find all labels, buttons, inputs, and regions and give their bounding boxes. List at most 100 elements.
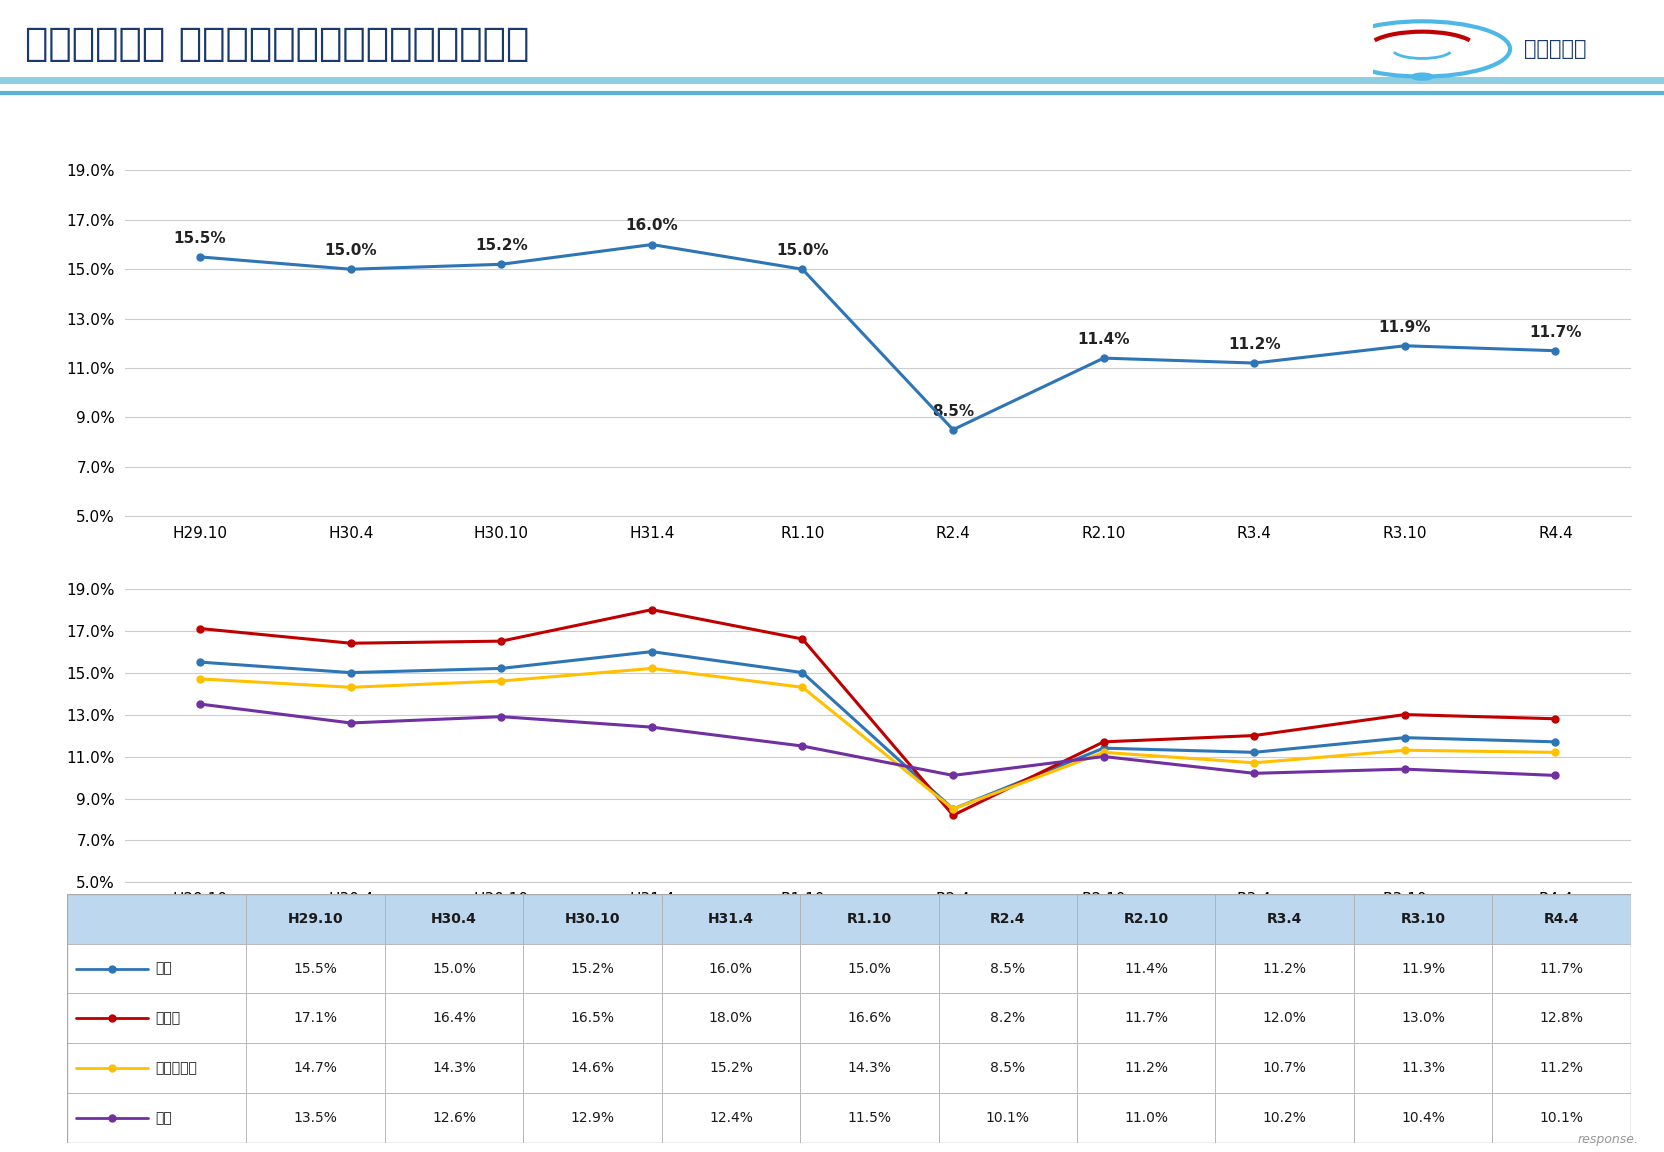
総計 <box>943 802 963 816</box>
Bar <box>662 1093 800 1143</box>
Text: 14.3%: 14.3% <box>433 1061 476 1075</box>
Bar <box>800 943 938 993</box>
都市部 <box>792 632 812 646</box>
Bar <box>67 1093 246 1143</box>
総計 <box>341 666 361 680</box>
Text: H29.10: H29.10 <box>288 912 343 926</box>
都市部近郊 <box>943 802 963 816</box>
Bar <box>1215 943 1354 993</box>
Text: 14.3%: 14.3% <box>847 1061 892 1075</box>
Text: R3.10: R3.10 <box>1401 912 1446 926</box>
Bar <box>938 993 1077 1044</box>
Bar <box>1354 993 1493 1044</box>
Text: 13.5%: 13.5% <box>295 1111 338 1124</box>
Text: H31.4: H31.4 <box>707 912 754 926</box>
Bar <box>938 1044 1077 1093</box>
都市部近郊 <box>491 674 511 688</box>
Bar <box>1354 1044 1493 1093</box>
Line: 都市部: 都市部 <box>196 606 1559 819</box>
Text: 10.2%: 10.2% <box>1263 1111 1306 1124</box>
Bar <box>1215 894 1354 943</box>
地方 <box>1245 766 1265 780</box>
Text: 11.7%: 11.7% <box>1539 962 1584 976</box>
総計 <box>1093 741 1113 755</box>
Bar <box>800 993 938 1044</box>
Bar <box>246 1093 384 1143</box>
Bar <box>384 943 522 993</box>
Bar <box>246 993 384 1044</box>
都市部 <box>190 622 210 636</box>
Text: 12.6%: 12.6% <box>433 1111 476 1124</box>
Bar <box>1215 1093 1354 1143</box>
都市部近郊 <box>341 681 361 695</box>
Text: 14.7%: 14.7% <box>295 1061 338 1075</box>
Circle shape <box>1411 74 1433 79</box>
Text: R2.10: R2.10 <box>1123 912 1168 926</box>
Bar <box>1493 993 1631 1044</box>
Text: 10.7%: 10.7% <box>1263 1061 1306 1075</box>
Text: 12.4%: 12.4% <box>709 1111 752 1124</box>
Bar <box>522 993 662 1044</box>
Bar <box>246 894 384 943</box>
総計 <box>1394 730 1414 744</box>
Text: R4.4: R4.4 <box>1544 912 1579 926</box>
Text: 15.0%: 15.0% <box>775 243 829 258</box>
Text: 10.4%: 10.4% <box>1401 1111 1444 1124</box>
Text: 13.0%: 13.0% <box>1401 1011 1444 1025</box>
Bar <box>800 1093 938 1143</box>
Line: 地方: 地方 <box>196 700 1559 779</box>
Bar <box>1493 1093 1631 1143</box>
Text: 実態調査に基づく再配達率の推移（総計）: 実態調査に基づく再配達率の推移（総計） <box>706 126 992 149</box>
Bar <box>1215 1044 1354 1093</box>
Text: 国土交通省: 国土交通省 <box>1524 39 1586 59</box>
Text: 15.5%: 15.5% <box>173 230 226 245</box>
Bar <box>1077 1093 1215 1143</box>
Text: 11.3%: 11.3% <box>1401 1061 1444 1075</box>
地方 <box>642 720 662 734</box>
Text: R1.10: R1.10 <box>847 912 892 926</box>
Text: 11.2%: 11.2% <box>1228 336 1281 351</box>
Text: 12.8%: 12.8% <box>1539 1011 1584 1025</box>
Text: 14.6%: 14.6% <box>571 1061 614 1075</box>
Bar <box>522 1044 662 1093</box>
Text: 8.5%: 8.5% <box>990 962 1025 976</box>
地方 <box>792 740 812 753</box>
Bar <box>384 1093 522 1143</box>
Text: 11.5%: 11.5% <box>847 1111 892 1124</box>
都市部 <box>1394 707 1414 721</box>
都市部近郊 <box>190 672 210 685</box>
Text: 10.1%: 10.1% <box>985 1111 1030 1124</box>
Bar <box>662 993 800 1044</box>
Text: 8.5%: 8.5% <box>932 403 973 418</box>
都市部 <box>1245 728 1265 742</box>
都市部 <box>1093 735 1113 749</box>
Text: 11.2%: 11.2% <box>1263 962 1306 976</box>
都市部近郊 <box>1546 745 1566 759</box>
Text: 15.5%: 15.5% <box>295 962 338 976</box>
Bar <box>522 894 662 943</box>
Bar <box>1493 1044 1631 1093</box>
Text: R3.4: R3.4 <box>1266 912 1303 926</box>
Bar <box>522 943 662 993</box>
地方 <box>1546 768 1566 782</box>
Text: 都市部: 都市部 <box>156 1011 181 1025</box>
Text: H30.10: H30.10 <box>564 912 621 926</box>
Bar <box>1354 1093 1493 1143</box>
Bar <box>800 894 938 943</box>
Bar <box>1354 943 1493 993</box>
総計 <box>491 661 511 675</box>
Text: 11.4%: 11.4% <box>1077 332 1130 347</box>
地方 <box>190 697 210 711</box>
Bar <box>246 1044 384 1093</box>
総計 <box>642 645 662 659</box>
都市部 <box>943 809 963 823</box>
Text: 17.1%: 17.1% <box>293 1011 338 1025</box>
Text: 15.2%: 15.2% <box>474 238 527 253</box>
Text: 16.4%: 16.4% <box>433 1011 476 1025</box>
Text: 11.0%: 11.0% <box>1125 1111 1168 1124</box>
都市部近郊 <box>642 661 662 675</box>
総計 <box>190 655 210 669</box>
Text: 15.2%: 15.2% <box>709 1061 752 1075</box>
Bar <box>384 1044 522 1093</box>
Bar <box>938 894 1077 943</box>
